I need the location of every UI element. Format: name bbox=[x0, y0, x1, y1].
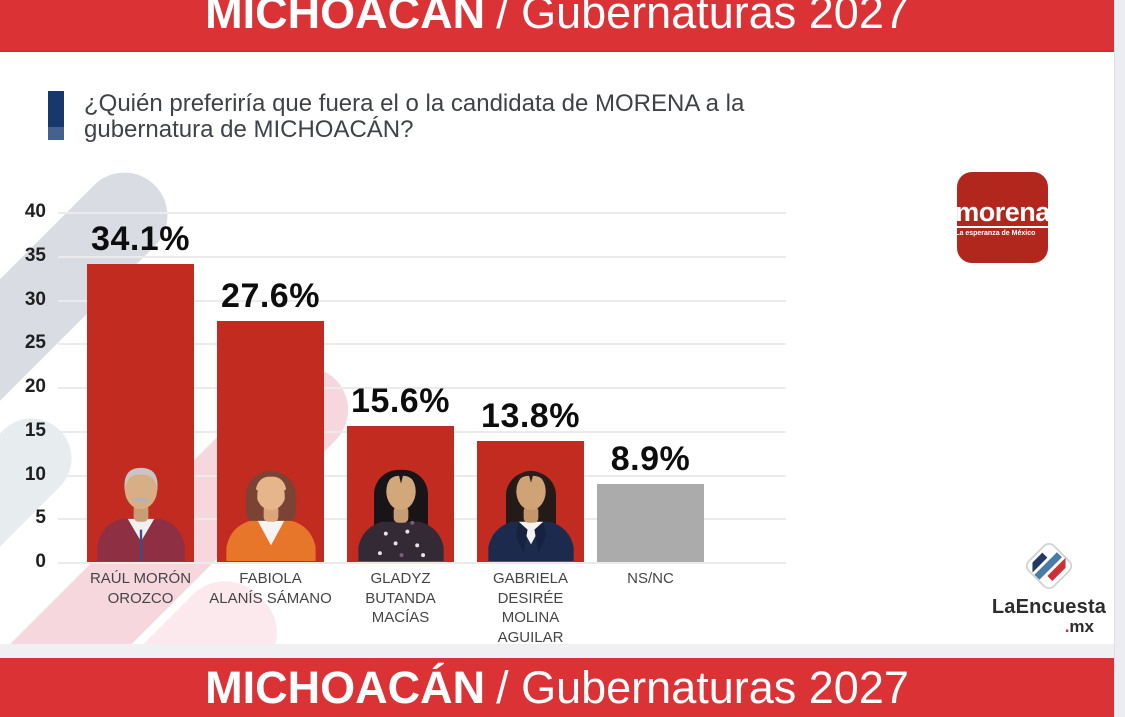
top-banner-subtitle: / Gubernaturas 2027 bbox=[496, 0, 909, 38]
candidate-photo-fabiola-alanis-samano bbox=[225, 470, 316, 562]
y-axis-tick-label: 10 bbox=[24, 463, 46, 485]
top-banner-title: MICHOACÁN / Gubernaturas 2027 bbox=[0, 0, 1114, 39]
bar-group-gladyz-butanda-macias: 15.6% GLADYZ BUTANDA MACÍAS bbox=[347, 195, 454, 626]
top-banner: MICHOACÁN / Gubernaturas 2027 bbox=[0, 0, 1114, 52]
y-axis-tick-label: 0 bbox=[35, 551, 46, 572]
bottom-banner-subtitle: / Gubernaturas 2027 bbox=[496, 661, 909, 713]
bottom-banner-region: MICHOACÁN bbox=[205, 661, 486, 713]
gridline bbox=[58, 562, 786, 564]
question-text: ¿Quién preferiría que fuera el o la cand… bbox=[84, 90, 745, 143]
bar-value-label: 27.6% bbox=[221, 276, 320, 315]
bar-gladyz-butanda-macias bbox=[347, 425, 454, 562]
bar-category-label: RAÚL MORÓN OROZCO bbox=[89, 570, 192, 607]
candidate-photo-raul-moron-orozco bbox=[96, 467, 185, 562]
morena-logo: morena La esperanza de México bbox=[955, 172, 1050, 263]
question-bullet-icon bbox=[48, 91, 64, 143]
bar-ns-nc bbox=[597, 484, 704, 562]
gridline bbox=[58, 387, 786, 389]
morena-logo-inner: morena La esperanza de México bbox=[955, 196, 1050, 237]
gridline bbox=[58, 299, 786, 302]
gridline bbox=[58, 212, 786, 214]
bar-group-raul-moron-orozco: 34.1% RAÚL MORÓN OROZCO bbox=[87, 195, 194, 607]
bar-value-label: 15.6% bbox=[351, 381, 450, 420]
bar-raul-moron-orozco bbox=[87, 263, 194, 562]
right-edge-strip bbox=[1114, 0, 1125, 717]
gridline bbox=[58, 343, 786, 346]
bottom-gap-strip bbox=[0, 644, 1114, 658]
laencuesta-wordmark: LaEncuesta bbox=[991, 596, 1107, 618]
bottom-banner-title: MICHOACÁN / Gubernaturas 2027 bbox=[0, 662, 1114, 714]
y-axis-tick-label: 40 bbox=[24, 201, 46, 222]
bar-group-gabriela-desiree-molina-aguilar: 13.8% GABRIELA DESIRÉE MOLINA AGUILAR bbox=[477, 195, 584, 646]
question-bullet-top bbox=[48, 91, 64, 127]
bar-group-fabiola-alanis-samano: 27.6% FABIOLA ALANÍS SÁMANO bbox=[209, 195, 332, 607]
bar-category-label: GABRIELA DESIRÉE MOLINA AGUILAR bbox=[492, 570, 569, 646]
laencuesta-tld: .mx bbox=[990, 617, 1108, 637]
laencuesta-diamond-icon bbox=[1025, 542, 1073, 590]
top-banner-region: MICHOACÁN bbox=[205, 0, 486, 38]
bar-value-label: 13.8% bbox=[481, 397, 580, 436]
laencuesta-tld-text: mx bbox=[1069, 617, 1094, 636]
bar-value-label: 8.9% bbox=[610, 440, 691, 479]
bar-category-label: GLADYZ BUTANDA MACÍAS bbox=[365, 570, 436, 626]
y-axis-tick-label: 25 bbox=[24, 332, 46, 354]
gridline bbox=[58, 255, 786, 258]
candidate-photo-gladyz-butanda-macias bbox=[357, 469, 444, 562]
y-axis-tick-label: 35 bbox=[24, 244, 46, 266]
morena-logo-wordmark: morena bbox=[955, 196, 1050, 228]
bar-group-ns-nc: 8.9% NS/NC bbox=[597, 195, 704, 587]
bar-gabriela-desiree-molina-aguilar bbox=[477, 441, 584, 562]
bar-category-label: FABIOLA ALANÍS SÁMANO bbox=[209, 570, 332, 607]
bar-value-label: 34.1% bbox=[91, 219, 190, 258]
y-axis-tick-label: 15 bbox=[24, 419, 46, 441]
bar-category-label: NS/NC bbox=[627, 570, 674, 587]
candidate-photo-gabriela-desiree-molina-aguilar bbox=[487, 470, 574, 562]
bar-fabiola-alanis-samano bbox=[217, 320, 324, 562]
laencuesta-logo: LaEncuesta .mx bbox=[990, 540, 1108, 637]
laencuesta-tld-dot: . bbox=[1064, 617, 1070, 636]
morena-logo-tagline: La esperanza de México bbox=[955, 229, 1036, 237]
y-axis-tick-label: 5 bbox=[35, 507, 46, 529]
question-block: ¿Quién preferiría que fuera el o la cand… bbox=[48, 91, 744, 143]
bottom-banner: MICHOACÁN / Gubernaturas 2027 bbox=[0, 658, 1114, 717]
y-axis-tick-label: 20 bbox=[24, 376, 46, 397]
y-axis-tick-label: 30 bbox=[24, 288, 46, 310]
question-bullet-bottom bbox=[48, 127, 64, 140]
